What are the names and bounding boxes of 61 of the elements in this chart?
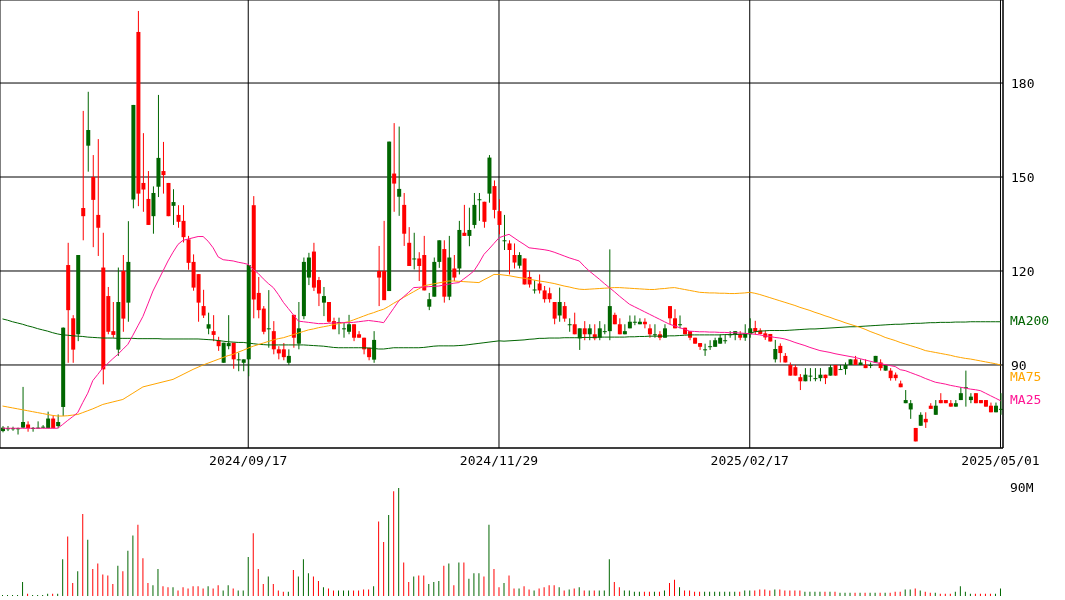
candlestick xyxy=(647,323,652,339)
candlestick xyxy=(397,126,402,217)
candlestick xyxy=(557,287,562,323)
candlestick xyxy=(342,322,347,339)
candlestick xyxy=(286,348,291,366)
candlestick xyxy=(708,339,713,351)
candlestick xyxy=(482,201,487,229)
candlestick xyxy=(477,192,482,222)
x-tick-label: 2025/02/17 xyxy=(710,453,789,469)
candlestick xyxy=(467,207,472,247)
candlestick xyxy=(86,91,91,173)
candlestick xyxy=(497,198,502,235)
y-tick-label: 180 xyxy=(1011,75,1035,91)
candlestick xyxy=(171,188,176,226)
candlestick xyxy=(562,301,567,323)
y-tick-label: 120 xyxy=(1011,263,1035,279)
candlestick xyxy=(181,204,186,243)
candlestick xyxy=(201,289,206,319)
candlestick xyxy=(567,317,572,333)
candlestick xyxy=(502,214,507,251)
candlestick xyxy=(813,367,818,382)
y-tick-label: 150 xyxy=(1011,169,1035,185)
candlestick xyxy=(321,286,326,317)
text: 90M xyxy=(1010,480,1034,495)
candlestick xyxy=(492,179,497,219)
candlestick xyxy=(206,312,211,335)
candlestick xyxy=(678,314,683,329)
candlestick xyxy=(507,239,512,275)
candlestick xyxy=(412,232,417,270)
candlestick xyxy=(462,204,467,237)
candlestick xyxy=(552,301,557,325)
candlestick xyxy=(407,226,412,267)
candlestick xyxy=(602,323,607,335)
candlestick xyxy=(81,110,86,241)
candlestick xyxy=(91,154,96,248)
candlestick xyxy=(622,323,627,335)
series-label: MA200 xyxy=(1010,313,1050,329)
x-tick-label: 2024/11/29 xyxy=(459,453,539,469)
candlestick xyxy=(703,343,708,357)
candlestick xyxy=(652,323,657,339)
candlestick xyxy=(437,239,442,269)
candlestick xyxy=(452,254,457,282)
candlestick xyxy=(532,279,537,295)
candlestick xyxy=(211,314,216,342)
candlestick xyxy=(392,122,397,213)
x-tick-label: 2025/05/01 xyxy=(961,453,1040,469)
candlestick xyxy=(908,399,913,420)
line-series xyxy=(2,233,1001,429)
candlestick xyxy=(161,141,166,195)
candlestick xyxy=(773,339,778,363)
candlestick xyxy=(512,242,517,269)
candlestick xyxy=(472,192,477,229)
candlestick xyxy=(778,342,783,363)
series-label: MA25 xyxy=(1010,392,1042,408)
candlestick xyxy=(96,138,101,257)
candlestick xyxy=(582,320,587,341)
x-tick-label: 2024/09/17 xyxy=(209,453,288,469)
candlestick xyxy=(151,185,156,235)
candlestick xyxy=(668,305,672,325)
candlestick xyxy=(377,245,382,307)
candlestick xyxy=(21,386,26,429)
